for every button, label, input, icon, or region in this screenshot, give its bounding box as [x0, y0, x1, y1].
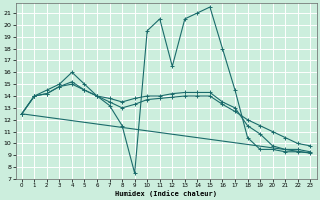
X-axis label: Humidex (Indice chaleur): Humidex (Indice chaleur) — [115, 190, 217, 197]
